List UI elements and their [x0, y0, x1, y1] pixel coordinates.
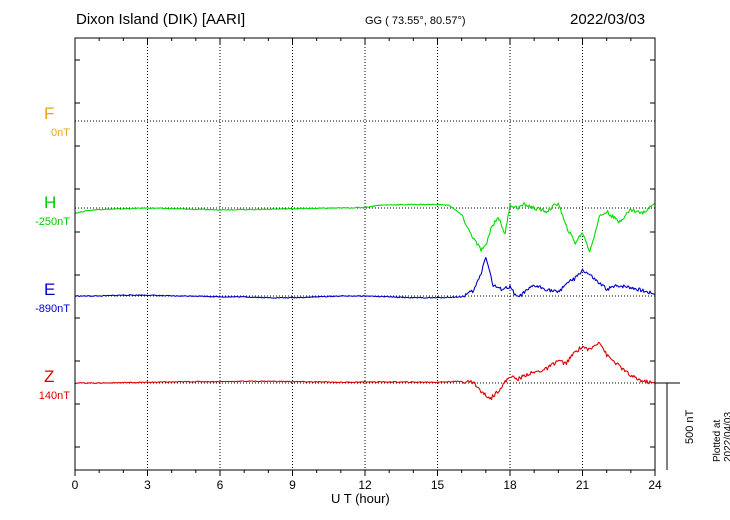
- channel-e-baseline: -890nT: [35, 303, 70, 315]
- x-axis-label: U T (hour): [331, 491, 390, 506]
- chart-date: 2022/03/03: [570, 11, 646, 28]
- x-tick-label: 9: [289, 478, 296, 492]
- channel-h-baseline: -250nT: [35, 216, 70, 228]
- tick-layer: 0 3 6 9 12 15 18 21 24: [72, 38, 662, 492]
- scale-bar: [655, 382, 680, 470]
- x-tick-label: 6: [217, 478, 224, 492]
- x-tick-label: 0: [72, 478, 79, 492]
- channel-z-baseline: 140nT: [38, 390, 70, 402]
- channel-f-baseline: 0nT: [51, 127, 70, 139]
- x-tick-label: 24: [648, 478, 662, 492]
- channel-z-label: Z: [44, 367, 55, 386]
- scale-bar-label: 500 nT: [684, 409, 696, 444]
- station-title: Dixon Island (DIK) [AARI]: [76, 11, 246, 28]
- x-tick-label: 15: [431, 478, 445, 492]
- plotted-timestamp: Plotted at 2022/04/03 00:51 UT: [712, 411, 730, 462]
- channel-f-label: F: [44, 104, 55, 123]
- station-coordinates: GG ( 73.55°, 80.57°): [365, 15, 466, 27]
- series-line-z: [74, 341, 656, 401]
- series-line-e: [74, 256, 656, 299]
- x-tick-label: 21: [576, 478, 590, 492]
- channel-e-label: E: [44, 280, 56, 299]
- channel-h-label: H: [44, 193, 57, 212]
- x-tick-label: 12: [358, 478, 372, 492]
- series-layer: [74, 202, 656, 401]
- x-tick-label: 18: [503, 478, 517, 492]
- series-line-h: [74, 202, 656, 253]
- grid-layer: [75, 38, 655, 470]
- x-tick-label: 3: [144, 478, 151, 492]
